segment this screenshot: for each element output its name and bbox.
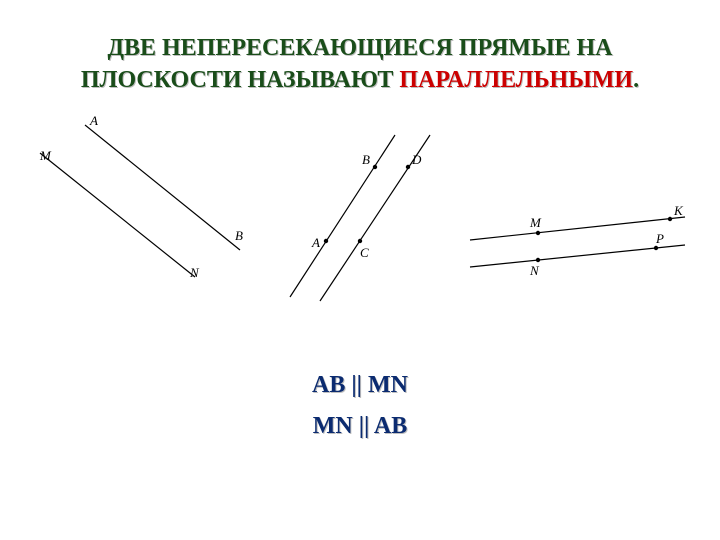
label-a: A	[89, 115, 98, 128]
label-a: A	[311, 235, 320, 250]
point-m	[536, 231, 540, 235]
label-n: N	[189, 265, 200, 280]
line-2	[40, 153, 195, 277]
diagram-3: M K N P	[460, 175, 700, 295]
line-1	[290, 135, 395, 297]
notation-line-1: AB || MN	[0, 365, 720, 406]
line-2	[470, 245, 685, 267]
line-1	[470, 217, 685, 240]
point-p	[654, 246, 658, 250]
title-punct: .	[633, 67, 639, 93]
label-n: N	[529, 263, 540, 278]
point-b	[373, 165, 377, 169]
label-b: B	[362, 152, 370, 167]
notation-line-2: MN || AB	[0, 406, 720, 447]
point-c	[358, 239, 362, 243]
label-m: M	[39, 148, 52, 163]
diagram-1: A B M N	[30, 115, 250, 305]
label-c: C	[360, 245, 369, 260]
slide-title: ДВЕ НЕПЕРЕСЕКАЮЩИЕСЯ ПРЯМЫЕ НА ПЛОСКОСТИ…	[0, 0, 720, 97]
point-a	[324, 239, 328, 243]
notation-block: AB || MN MN || AB	[0, 365, 720, 447]
diagram-2: A B C D	[280, 125, 460, 310]
label-d: D	[411, 152, 422, 167]
line-1	[85, 125, 240, 250]
point-d	[406, 165, 410, 169]
diagrams-area: A B M N A B C D M K N P	[0, 115, 720, 325]
label-p: P	[655, 231, 664, 246]
label-m: M	[529, 215, 542, 230]
label-k: K	[673, 203, 684, 218]
label-b: B	[235, 228, 243, 243]
title-text-red: ПАРАЛЛЕЛЬНЫМИ	[399, 67, 633, 93]
point-n	[536, 258, 540, 262]
point-k	[668, 217, 672, 221]
